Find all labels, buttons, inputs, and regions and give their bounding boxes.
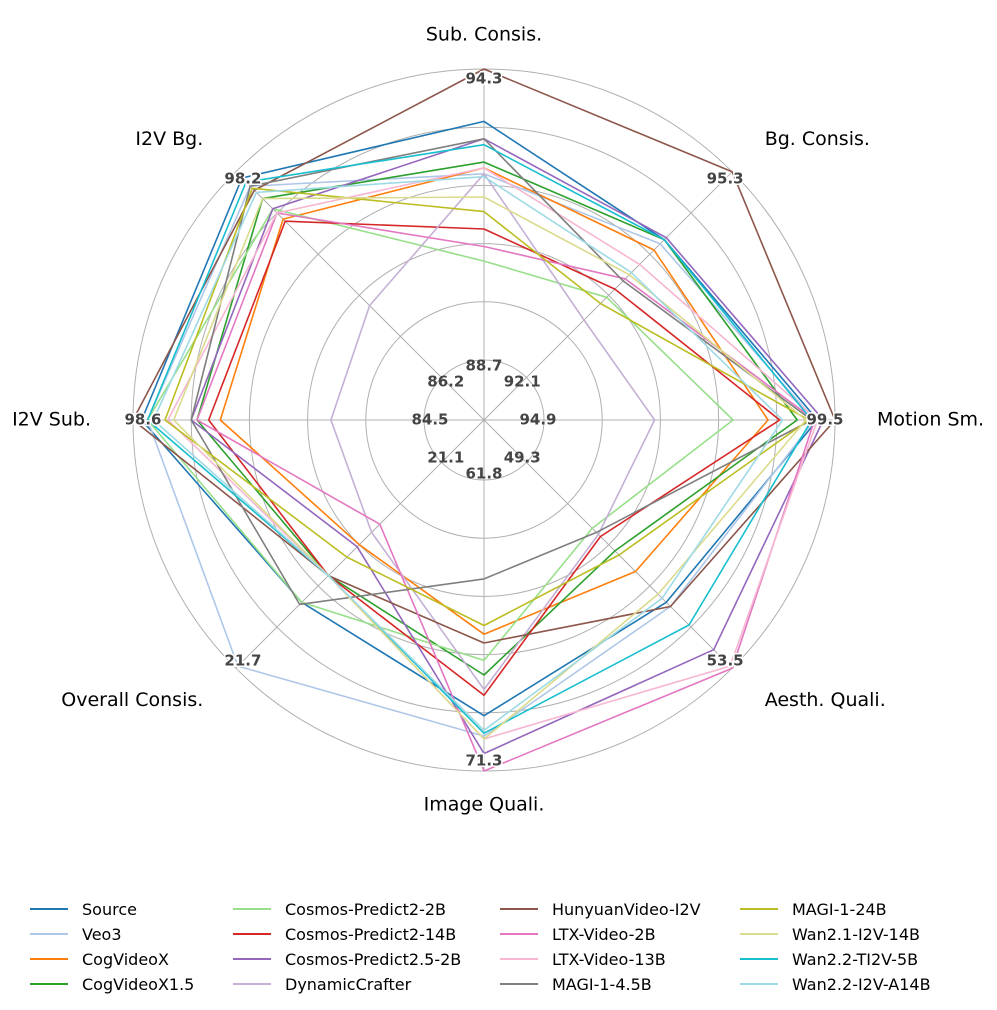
axis-max-label: 99.5 [806,411,843,429]
chart-legend: Source Veo3 CogVideoX CogVideoX1.5 Cosmos-Pr… [30,898,970,998]
legend-item: DynamicCrafter [233,973,411,995]
legend-swatch [740,983,778,985]
axis-label-aesth-quali-: Aesth. Quali. [765,689,886,711]
axis-label-i2v-sub-: I2V Sub. [12,409,91,431]
legend-swatch [740,933,778,935]
legend-item: Wan2.1-I2V-14B [740,923,920,945]
series-cogvideox [219,167,769,636]
radar-labels: 88.792.1 94.9 49.361.821.1 84.5 86.2 94.3 95.3… [12,24,984,816]
legend-swatch [500,933,538,935]
grid-spoke [483,171,733,421]
legend-swatch [30,908,68,910]
axis-min-label: 94.9 [519,411,556,429]
legend-label: Cosmos-Predict2-14B [285,924,457,944]
legend-item: HunyuanVideo-I2V [500,898,701,920]
legend-label: HunyuanVideo-I2V [552,899,701,919]
legend-swatch [30,958,68,960]
axis-label-overall-consis-: Overall Consis. [61,689,203,711]
legend-item: CogVideoX1.5 [30,973,194,995]
series-wan2-2-i2v-a14b [152,175,784,732]
axis-label-sub-consis-: Sub. Consis. [426,24,542,46]
series-wan2-1-i2v-14b [172,196,807,740]
legend-swatch [233,958,271,960]
legend-label: Cosmos-Predict2-2B [285,899,446,919]
series-cosmos-predict2-5-2b [190,138,825,755]
axis-max-label: 94.3 [465,70,502,88]
legend-label: DynamicCrafter [285,974,412,994]
grid-spoke [235,419,485,669]
axis-min-label: 92.1 [504,372,541,390]
legend-item: LTX-Video-2B [500,923,656,945]
legend-label: Cosmos-Predict2.5-2B [285,949,462,969]
legend-label: MAGI-1-24B [792,899,887,919]
legend-item: LTX-Video-13B [500,948,666,970]
legend-swatch [233,908,271,910]
legend-swatch [30,933,68,935]
axis-label-bg-consis-: Bg. Consis. [765,128,870,150]
legend-swatch [500,908,538,910]
axis-min-label: 86.2 [427,372,464,390]
legend-swatch [500,983,538,985]
series-hunyuanvideo-i2v [132,68,836,644]
legend-item: CogVideoX [30,948,169,970]
axis-label-i2v-bg-: I2V Bg. [135,128,203,150]
legend-label: CogVideoX1.5 [82,974,195,994]
legend-label: Source [82,899,137,919]
legend-item: Cosmos-Predict2.5-2B [233,948,461,970]
legend-item: Cosmos-Predict2-2B [233,898,446,920]
legend-label: LTX-Video-2B [552,924,656,944]
legend-label: Wan2.1-I2V-14B [792,924,920,944]
grid-spoke [483,419,733,669]
legend-swatch [30,983,68,985]
series-source [140,120,819,717]
legend-item: Cosmos-Predict2-14B [233,923,456,945]
axis-min-label: 84.5 [411,411,448,429]
legend-swatch [233,933,271,935]
axis-max-label: 95.3 [707,169,744,187]
series-wan2-2-ti2v-5b [146,143,813,735]
series-cogvideox1-5 [196,161,799,676]
legend-item: Veo3 [30,923,122,945]
axis-min-label: 21.1 [427,449,464,467]
series-magi-1-4-5b [190,138,813,606]
legend-swatch [500,958,538,960]
legend-label: Veo3 [82,924,122,944]
axis-min-label: 61.8 [465,465,502,483]
axis-max-label: 98.6 [124,411,161,429]
axis-label-motion-sm-: Motion Sm. [877,409,984,431]
legend-item: Wan2.2-I2V-A14B [740,973,931,995]
legend-swatch [233,983,271,985]
axis-max-label: 71.3 [465,752,502,770]
axis-max-label: 98.2 [224,169,261,187]
radar-series-group [132,68,836,772]
legend-label: LTX-Video-13B [552,949,666,969]
axis-max-label: 21.7 [224,652,261,670]
legend-label: Wan2.2-I2V-A14B [792,974,931,994]
legend-item: MAGI-1-24B [740,898,887,920]
radar-chart: 88.792.1 94.9 49.361.821.1 84.5 86.2 94.3 95.3… [12,24,984,816]
legend-label: MAGI-1-4.5B [552,974,652,994]
legend-swatch [740,908,778,910]
legend-item: Source [30,898,137,920]
legend-item: Wan2.2-TI2V-5B [740,948,918,970]
legend-label: CogVideoX [82,949,169,969]
legend-item: MAGI-1-4.5B [500,973,652,995]
axis-min-label: 88.7 [465,357,502,375]
axis-min-label: 49.3 [504,449,541,467]
legend-label: Wan2.2-TI2V-5B [792,949,919,969]
axis-label-image-quali-: Image Quali. [424,794,545,816]
axis-max-label: 53.5 [707,652,744,670]
legend-swatch [740,958,778,960]
series-dynamiccrafter [330,173,656,691]
series-cosmos-predict2-14b [207,220,781,697]
series-ltx-video-2b [196,212,816,772]
